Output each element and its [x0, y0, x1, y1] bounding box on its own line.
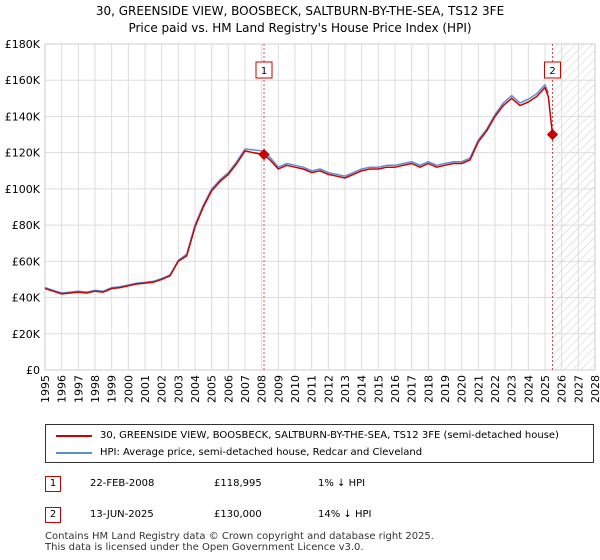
sale-date-2: 13-JUN-2025: [90, 509, 154, 520]
x-tick-label: 2026: [556, 375, 569, 403]
sale-price-2: £130,000: [214, 509, 262, 520]
x-tick-label: 1996: [56, 375, 69, 403]
sale-row-2: 2 13-JUN-2025 £130,000 14% ↓ HPI: [0, 507, 600, 529]
plot-area: [45, 44, 595, 370]
y-tick-label: £20K: [12, 328, 41, 341]
x-tick-label: 2012: [322, 375, 335, 403]
x-tick-label: 2014: [356, 375, 369, 403]
x-tick-label: 1999: [106, 375, 119, 403]
x-tick-label: 1998: [89, 375, 102, 403]
sale-marker-2: 2: [45, 507, 61, 523]
title-line-1: 30, GREENSIDE VIEW, BOOSBECK, SALTBURN-B…: [95, 4, 505, 18]
x-tick-label: 2021: [472, 375, 485, 403]
x-tick-label: 1995: [39, 375, 52, 403]
x-tick-label: 2027: [572, 375, 585, 403]
x-tick-label: 2013: [339, 375, 352, 403]
footer-line-2: This data is licensed under the Open Gov…: [45, 542, 364, 553]
legend-label-hpi: HPI: Average price, semi-detached house,…: [100, 447, 423, 458]
footer: Contains HM Land Registry data © Crown c…: [45, 531, 434, 553]
sale-point: [546, 128, 559, 141]
legend-swatch-hpi: [56, 452, 92, 454]
x-tick-label: 2024: [522, 375, 535, 403]
sale-date-1: 22-FEB-2008: [90, 478, 155, 489]
y-tick-label: £0: [26, 364, 40, 377]
x-tick-label: 2002: [156, 375, 169, 403]
sale-label-text: 1: [261, 66, 267, 77]
hpi-line: [44, 84, 549, 294]
y-tick-label: £180K: [5, 38, 41, 51]
legend-swatch-property: [56, 435, 92, 437]
y-tick-label: £100K: [5, 183, 41, 196]
x-tick-label: 2006: [222, 375, 235, 403]
legend-label-property: 30, GREENSIDE VIEW, BOOSBECK, SALTBURN-B…: [100, 430, 559, 441]
x-tick-label: 2003: [172, 375, 185, 403]
footer-line-1: Contains HM Land Registry data © Crown c…: [45, 531, 434, 542]
price-chart: £0 £20K £40K £60K £80K £100K £120K £140K £160K £1…: [5, 38, 600, 403]
y-tick-label: £140K: [5, 110, 41, 123]
sale-marker-1: 1: [45, 476, 61, 492]
x-tick-label: 2000: [122, 375, 135, 403]
x-tick-label: 2020: [456, 375, 469, 403]
x-tick-label: 2015: [372, 375, 385, 403]
x-tick-label: 2009: [272, 375, 285, 403]
x-tick-label: 2022: [489, 375, 502, 403]
x-tick-label: 2007: [239, 375, 252, 403]
x-tick-label: 2016: [389, 375, 402, 403]
sale-label-box: [255, 61, 273, 79]
y-tick-label: £60K: [12, 255, 41, 268]
sale-price-1: £118,995: [214, 478, 262, 489]
x-tick-label: 2025: [539, 375, 552, 403]
x-tick-label: 2023: [506, 375, 519, 403]
sale-row-1: 1 22-FEB-2008 £118,995 1% ↓ HPI: [0, 476, 600, 498]
x-tick-label: 2017: [406, 375, 419, 403]
forecast-region: [552, 44, 595, 370]
sale-hpi-1: 1% ↓ HPI: [318, 478, 366, 489]
sale-label-text: 2: [549, 66, 555, 77]
x-tick-label: 2018: [422, 375, 435, 403]
x-tick-label: 2028: [589, 375, 600, 403]
sale-hpi-2: 14% ↓ HPI: [318, 509, 372, 520]
x-tick-label: 2011: [306, 375, 319, 403]
y-tick-label: £160K: [5, 74, 41, 87]
y-tick-label: £40K: [12, 292, 41, 305]
x-tick-label: 2008: [256, 375, 269, 403]
y-tick-label: £120K: [5, 147, 41, 160]
x-tick-label: 2001: [139, 375, 152, 403]
y-tick-label: £80K: [12, 219, 41, 232]
sale-point: [258, 148, 270, 161]
chart-title: 30, GREENSIDE VIEW, BOOSBECK, SALTBURN-B…: [0, 3, 600, 37]
x-tick-label: 2005: [206, 375, 219, 403]
legend: 30, GREENSIDE VIEW, BOOSBECK, SALTBURN-B…: [45, 424, 594, 463]
x-tick-label: 2004: [189, 375, 202, 403]
x-tick-label: 1997: [72, 375, 85, 403]
x-tick-label: 2010: [289, 375, 302, 403]
sale-label-box: [544, 61, 561, 79]
x-tick-label: 2019: [439, 375, 452, 403]
title-line-2: Price paid vs. HM Land Registry's House …: [128, 21, 472, 35]
property-price-line: [44, 86, 554, 295]
plot-border: [44, 43, 596, 371]
